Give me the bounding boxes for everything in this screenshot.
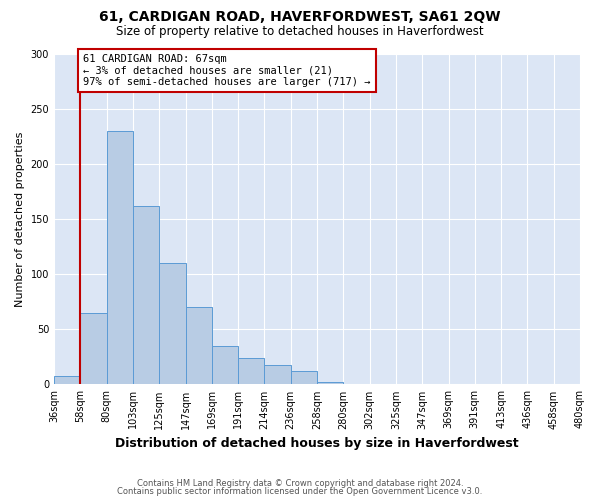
Text: 61 CARDIGAN ROAD: 67sqm
← 3% of detached houses are smaller (21)
97% of semi-det: 61 CARDIGAN ROAD: 67sqm ← 3% of detached…	[83, 54, 370, 87]
Bar	[54, 376, 80, 384]
Bar	[291, 371, 317, 384]
Bar	[80, 313, 107, 384]
Bar	[107, 131, 133, 384]
Bar	[238, 358, 265, 384]
Bar	[185, 308, 212, 384]
X-axis label: Distribution of detached houses by size in Haverfordwest: Distribution of detached houses by size …	[115, 437, 519, 450]
Bar	[133, 206, 159, 384]
Text: Contains public sector information licensed under the Open Government Licence v3: Contains public sector information licen…	[118, 487, 482, 496]
Bar	[212, 346, 238, 385]
Bar	[159, 264, 185, 384]
Text: 61, CARDIGAN ROAD, HAVERFORDWEST, SA61 2QW: 61, CARDIGAN ROAD, HAVERFORDWEST, SA61 2…	[99, 10, 501, 24]
Bar	[265, 364, 291, 384]
Y-axis label: Number of detached properties: Number of detached properties	[15, 132, 25, 307]
Bar	[317, 382, 343, 384]
Text: Contains HM Land Registry data © Crown copyright and database right 2024.: Contains HM Land Registry data © Crown c…	[137, 478, 463, 488]
Text: Size of property relative to detached houses in Haverfordwest: Size of property relative to detached ho…	[116, 25, 484, 38]
